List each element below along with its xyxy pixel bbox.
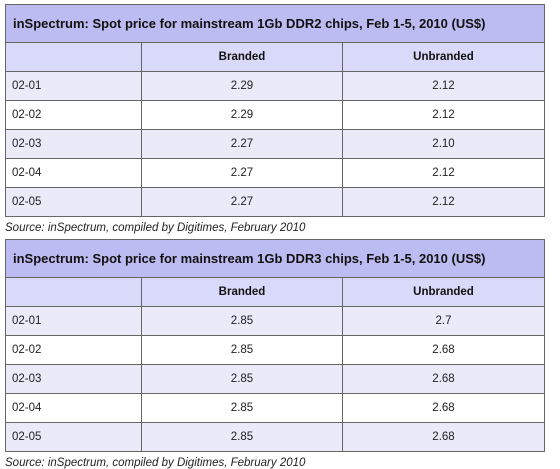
row-branded-price: 2.29	[141, 71, 343, 101]
row-date: 02-04	[5, 158, 142, 188]
table-row: 02-02 2.85 2.68	[5, 335, 545, 365]
row-unbranded-price: 2.68	[342, 335, 545, 365]
row-date: 02-01	[5, 71, 142, 101]
table-row: 02-02 2.29 2.12	[5, 100, 545, 130]
row-unbranded-price: 2.68	[342, 364, 545, 394]
row-date: 02-02	[5, 335, 142, 365]
row-date: 02-05	[5, 422, 142, 452]
table-title-row: inSpectrum: Spot price for mainstream 1G…	[5, 239, 545, 278]
row-unbranded-price: 2.7	[342, 306, 545, 336]
row-branded-price: 2.27	[141, 158, 343, 188]
table-header-row: Branded Unbranded	[5, 277, 545, 307]
row-date: 02-03	[5, 364, 142, 394]
row-unbranded-price: 2.12	[342, 100, 545, 130]
column-header-date	[5, 277, 142, 307]
table-row: 02-01 2.85 2.7	[5, 306, 545, 336]
column-header-branded: Branded	[141, 277, 343, 307]
row-unbranded-price: 2.12	[342, 187, 545, 217]
source-note: Source: inSpectrum, compiled by Digitime…	[5, 457, 306, 469]
table-row: 02-01 2.29 2.12	[5, 71, 545, 101]
table-row: 02-05 2.85 2.68	[5, 422, 545, 452]
row-unbranded-price: 2.12	[342, 71, 545, 101]
column-header-unbranded: Unbranded	[342, 277, 545, 307]
column-header-unbranded: Unbranded	[342, 42, 545, 72]
row-date: 02-04	[5, 393, 142, 423]
row-branded-price: 2.29	[141, 100, 343, 130]
table-header-row: Branded Unbranded	[5, 42, 545, 72]
table-row: 02-04 2.85 2.68	[5, 393, 545, 423]
row-branded-price: 2.85	[141, 422, 343, 452]
table-title: inSpectrum: Spot price for mainstream 1G…	[5, 4, 545, 43]
row-branded-price: 2.85	[141, 393, 343, 423]
row-unbranded-price: 2.68	[342, 422, 545, 452]
column-header-date	[5, 42, 142, 72]
ddr3-price-table: inSpectrum: Spot price for mainstream 1G…	[5, 239, 545, 452]
row-date: 02-02	[5, 100, 142, 130]
source-note: Source: inSpectrum, compiled by Digitime…	[5, 222, 306, 234]
ddr2-price-block: inSpectrum: Spot price for mainstream 1G…	[5, 4, 545, 234]
table-row: 02-03 2.27 2.10	[5, 129, 545, 159]
row-date: 02-05	[5, 187, 142, 217]
row-date: 02-03	[5, 129, 142, 159]
table-row: 02-05 2.27 2.12	[5, 187, 545, 217]
row-branded-price: 2.85	[141, 364, 343, 394]
table-row: 02-04 2.27 2.12	[5, 158, 545, 188]
row-branded-price: 2.27	[141, 129, 343, 159]
ddr2-price-table: inSpectrum: Spot price for mainstream 1G…	[5, 4, 545, 217]
table-row: 02-03 2.85 2.68	[5, 364, 545, 394]
row-unbranded-price: 2.68	[342, 393, 545, 423]
row-unbranded-price: 2.10	[342, 129, 545, 159]
row-date: 02-01	[5, 306, 142, 336]
table-title-row: inSpectrum: Spot price for mainstream 1G…	[5, 4, 545, 43]
row-unbranded-price: 2.12	[342, 158, 545, 188]
row-branded-price: 2.85	[141, 306, 343, 336]
table-title: inSpectrum: Spot price for mainstream 1G…	[5, 239, 545, 278]
ddr3-price-block: inSpectrum: Spot price for mainstream 1G…	[5, 239, 545, 469]
column-header-branded: Branded	[141, 42, 343, 72]
row-branded-price: 2.27	[141, 187, 343, 217]
row-branded-price: 2.85	[141, 335, 343, 365]
